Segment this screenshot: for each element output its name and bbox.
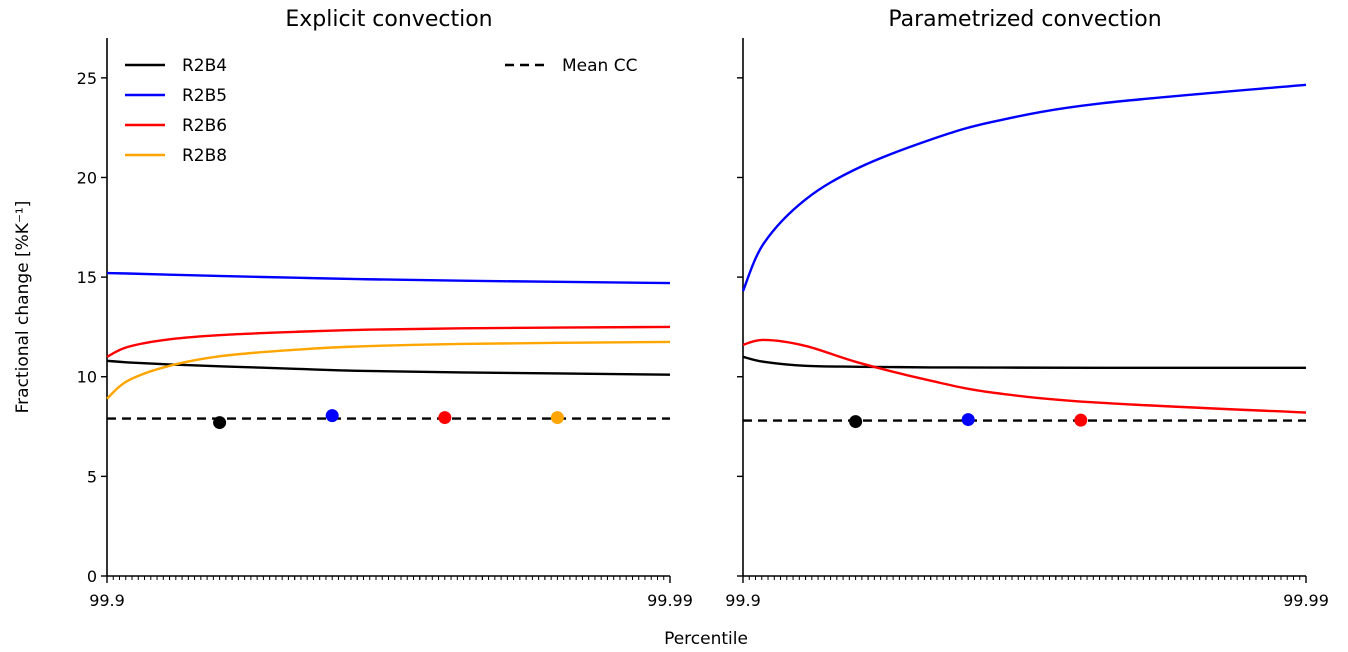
mean-cc-point-r2b6 — [1074, 413, 1088, 427]
mean-cc-point-r2b4 — [213, 416, 227, 430]
series-line-r2b4 — [742, 355, 1306, 370]
mean-cc-point-r2b8 — [550, 411, 564, 425]
right-panel-title: Parametrized convection — [888, 7, 1161, 32]
mean-cc-point-r2b4 — [849, 415, 863, 429]
y-tick-label: 0 — [87, 567, 97, 586]
mean-cc-point-r2b5 — [325, 409, 339, 423]
left-panel: 0 5 10 15 20 25 99.9 99.99 — [77, 38, 693, 610]
legend: R2B4 R2B5 R2B6 R2B8 Mean CC — [125, 56, 637, 166]
y-axis-label: Fractional change [%K⁻¹] — [13, 201, 33, 414]
mean-cc-point-r2b5 — [961, 413, 975, 427]
left-panel-title: Explicit convection — [285, 7, 492, 32]
legend-label: Mean CC — [562, 56, 637, 76]
x-axis-label: Percentile — [664, 629, 748, 649]
y-tick-label: 20 — [77, 168, 97, 187]
series-line-r2b6 — [742, 338, 1307, 414]
y-tick-label: 10 — [77, 368, 97, 387]
legend-label: R2B6 — [182, 116, 227, 136]
x-tick-label: 99.9 — [89, 591, 125, 610]
mean-cc-point-r2b6 — [438, 411, 452, 425]
y-tick-label: 25 — [77, 69, 97, 88]
series-line-r2b6 — [106, 325, 671, 358]
series-line-r2b5 — [741, 83, 1307, 292]
legend-label: R2B4 — [182, 56, 227, 76]
x-tick-label: 99.99 — [1283, 591, 1329, 610]
series-line-r2b8 — [106, 340, 671, 400]
legend-label: R2B5 — [182, 86, 227, 106]
y-tick-label: 5 — [87, 467, 97, 486]
legend-label: R2B8 — [182, 146, 227, 166]
y-tick-label: 15 — [77, 268, 97, 287]
x-tick-label: 99.9 — [725, 591, 761, 610]
series-line-r2b4 — [106, 359, 671, 376]
x-tick-label: 99.99 — [647, 591, 693, 610]
right-panel: 99.9 99.99 — [725, 38, 1329, 610]
series-line-r2b5 — [106, 271, 671, 285]
